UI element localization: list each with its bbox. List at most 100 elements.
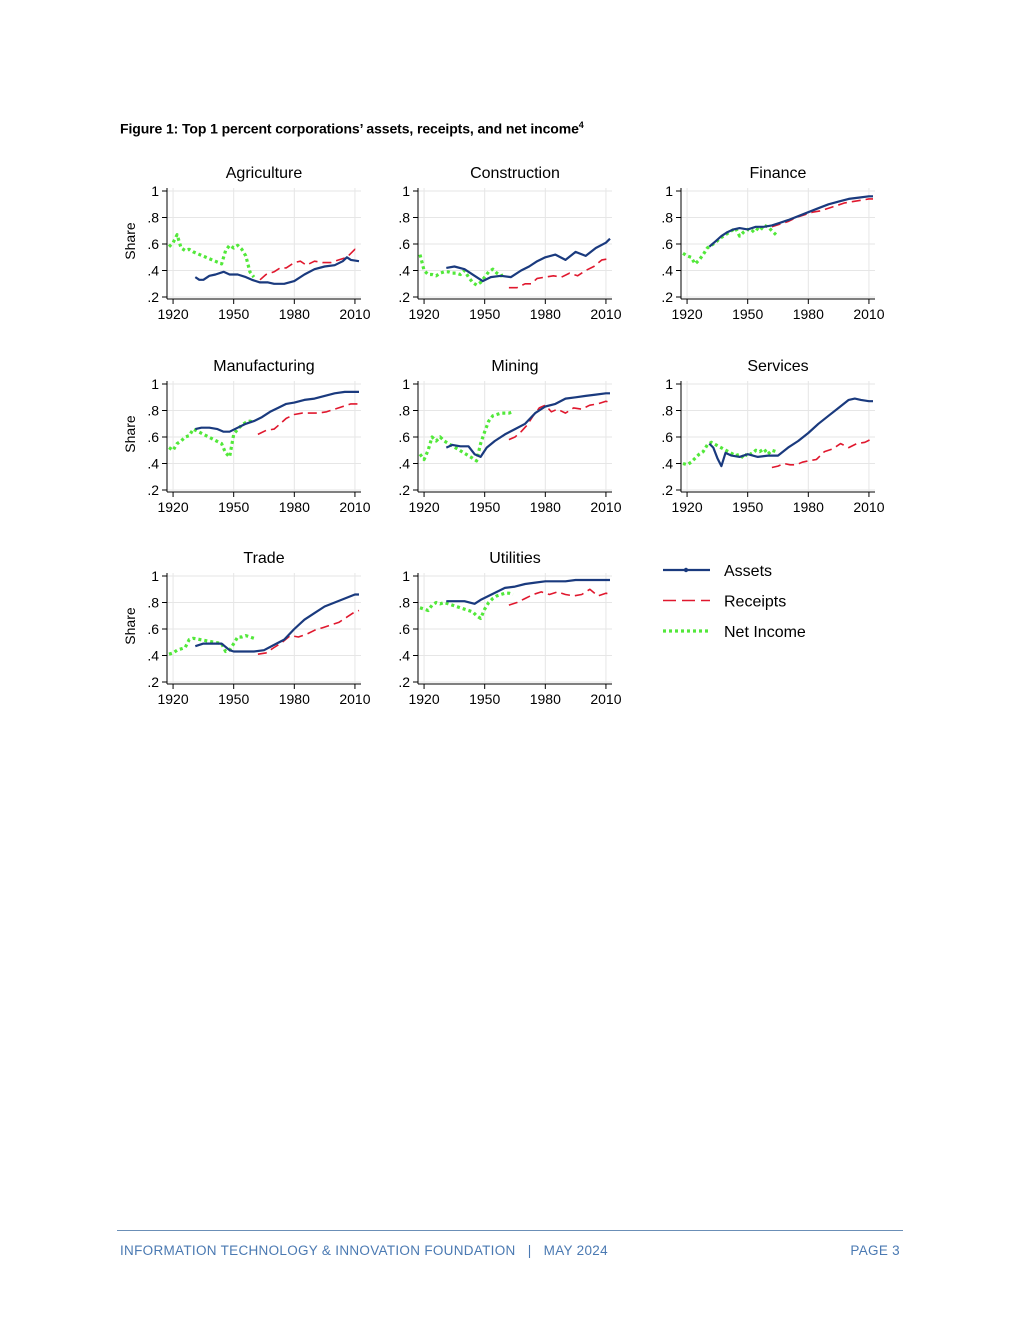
x-tick-label: 1920 bbox=[157, 499, 188, 515]
y-tick-label: .6 bbox=[398, 429, 410, 445]
y-tick-label: .8 bbox=[661, 403, 673, 419]
x-tick-label: 2010 bbox=[853, 306, 884, 322]
panel-utilities: .2 .4 .6 .8 1 1920 1950 1980 2010 Utilities bbox=[398, 550, 621, 707]
x-tick-label: 1980 bbox=[793, 499, 824, 515]
x-tick-label: 1950 bbox=[732, 306, 763, 322]
y-tick-label: 1 bbox=[402, 376, 410, 392]
y-tick-label: .8 bbox=[147, 403, 159, 419]
y-tick-label: .4 bbox=[661, 263, 673, 279]
figure-caption: Figure 1: Top 1 percent corporations’ as… bbox=[120, 120, 584, 137]
y-tick-label: .4 bbox=[147, 456, 159, 472]
series-line-assets bbox=[194, 593, 359, 653]
y-tick-label: .4 bbox=[147, 263, 159, 279]
x-tick-label: 2010 bbox=[339, 691, 370, 707]
legend-marker-assets bbox=[683, 567, 689, 573]
y-tick-label: 1 bbox=[402, 568, 410, 584]
x-tick-label: 1950 bbox=[218, 499, 249, 515]
series-line-assets bbox=[195, 390, 359, 433]
y-tick-label: .8 bbox=[147, 210, 159, 226]
panel-title: Agriculture bbox=[226, 165, 303, 182]
x-tick-label: 2010 bbox=[339, 306, 370, 322]
x-tick-label: 1980 bbox=[530, 499, 561, 515]
x-tick-label: 1950 bbox=[469, 306, 500, 322]
y-tick-label: 1 bbox=[151, 183, 159, 199]
y-tick-label: .2 bbox=[147, 674, 159, 690]
y-tick-label: .4 bbox=[398, 648, 410, 664]
y-axis-title: Share bbox=[122, 607, 138, 645]
y-tick-label: .4 bbox=[398, 456, 410, 472]
x-tick-label: 2010 bbox=[590, 499, 621, 515]
series-line-net-income bbox=[418, 254, 506, 287]
y-tick-label: .4 bbox=[398, 263, 410, 279]
y-tick-label: 1 bbox=[151, 568, 159, 584]
series-line-net-income bbox=[418, 410, 514, 463]
x-tick-label: 2010 bbox=[339, 499, 370, 515]
series-line-assets bbox=[446, 237, 611, 283]
series-line-receipts bbox=[771, 437, 874, 469]
series-line-net-income bbox=[167, 233, 256, 279]
y-tick-label: .6 bbox=[661, 429, 673, 445]
panel-services: .2 .4 .6 .8 1 1920 1950 1980 2010 Services bbox=[661, 358, 884, 515]
panel-title: Finance bbox=[750, 165, 807, 182]
y-tick-label: .2 bbox=[661, 482, 673, 498]
series-line-assets bbox=[445, 392, 610, 458]
panel-title: Construction bbox=[470, 165, 560, 182]
x-tick-label: 1920 bbox=[157, 691, 188, 707]
figure-caption-text: Figure 1: Top 1 percent corporations’ as… bbox=[120, 120, 579, 137]
y-tick-label: .6 bbox=[398, 236, 410, 252]
series-line-assets bbox=[446, 578, 610, 605]
panel-title: Utilities bbox=[489, 550, 541, 567]
panel-title: Services bbox=[747, 358, 808, 375]
x-tick-label: 1950 bbox=[218, 691, 249, 707]
series-line-receipts bbox=[508, 588, 611, 606]
footer-page-number: PAGE 3 bbox=[850, 1243, 900, 1258]
series-line-receipts bbox=[257, 609, 360, 655]
series-line-receipts bbox=[508, 400, 611, 441]
x-tick-label: 1920 bbox=[408, 499, 439, 515]
series-line-assets bbox=[708, 195, 873, 248]
y-axis-title: Share bbox=[122, 415, 138, 453]
y-tick-label: .2 bbox=[398, 289, 410, 305]
x-tick-label: 1950 bbox=[732, 499, 763, 515]
x-tick-label: 2010 bbox=[590, 691, 621, 707]
panel-trade: .2 .4 .6 .8 1 1920 1950 1980 2010 Trade Share bbox=[122, 550, 371, 707]
x-tick-label: 2010 bbox=[590, 306, 621, 322]
y-tick-label: .4 bbox=[147, 648, 159, 664]
y-tick-label: .2 bbox=[147, 482, 159, 498]
legend-label: Net Income bbox=[724, 624, 806, 641]
panel-title: Trade bbox=[243, 550, 284, 567]
x-tick-label: 1920 bbox=[408, 306, 439, 322]
series-line-receipts bbox=[257, 403, 359, 436]
panel-title: Mining bbox=[491, 358, 538, 375]
y-tick-label: .2 bbox=[147, 289, 159, 305]
x-tick-label: 1980 bbox=[279, 691, 310, 707]
y-tick-label: 1 bbox=[665, 183, 673, 199]
legend: Assets Receipts Net Income bbox=[663, 563, 806, 641]
legend-label: Receipts bbox=[724, 594, 786, 611]
panel-construction: .2 .4 .6 .8 1 1920 1950 1980 2010 Construction bbox=[398, 165, 621, 322]
y-tick-label: .2 bbox=[398, 674, 410, 690]
footer-publisher: INFORMATION TECHNOLOGY & INNOVATION FOUN… bbox=[120, 1243, 608, 1258]
x-tick-label: 1980 bbox=[530, 691, 561, 707]
x-tick-label: 1920 bbox=[671, 499, 702, 515]
y-tick-label: .2 bbox=[398, 482, 410, 498]
y-tick-label: 1 bbox=[665, 376, 673, 392]
x-tick-label: 1920 bbox=[671, 306, 702, 322]
x-tick-label: 1980 bbox=[793, 306, 824, 322]
series-line-receipts bbox=[771, 198, 873, 228]
y-tick-label: .8 bbox=[398, 595, 410, 611]
x-tick-label: 1950 bbox=[218, 306, 249, 322]
series-line-net-income bbox=[419, 591, 514, 621]
y-axis-title: Share bbox=[122, 222, 138, 260]
footer-rule bbox=[117, 1230, 903, 1231]
x-tick-label: 1950 bbox=[469, 691, 500, 707]
x-tick-label: 1980 bbox=[530, 306, 561, 322]
y-tick-label: .8 bbox=[661, 210, 673, 226]
series-line-assets bbox=[708, 397, 873, 468]
series-line-net-income bbox=[682, 440, 777, 467]
y-tick-label: .6 bbox=[398, 621, 410, 637]
panel-agriculture: .2 .4 .6 .8 1 1920 1950 1980 2010 Agriculture Shar… bbox=[122, 165, 371, 322]
y-tick-label: .6 bbox=[147, 236, 159, 252]
series-line-receipts bbox=[259, 248, 360, 281]
